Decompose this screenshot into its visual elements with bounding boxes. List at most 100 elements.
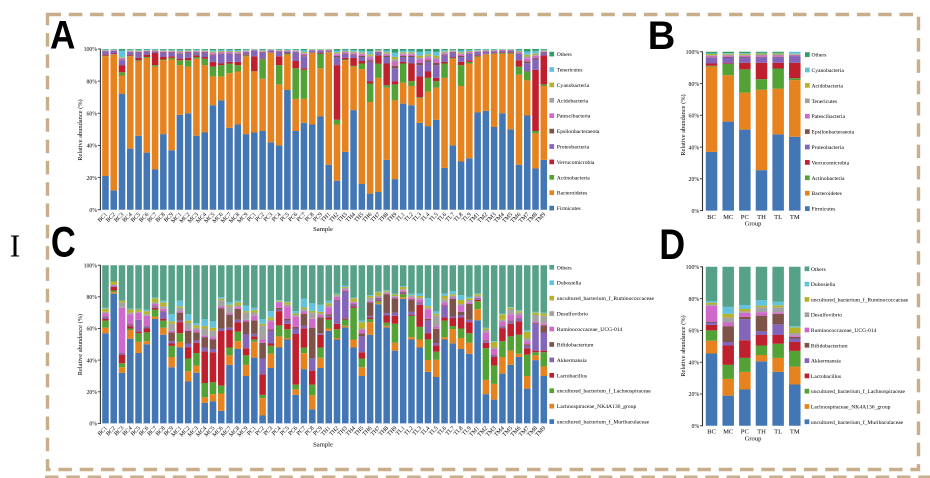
svg-text:TL8: TL8: [453, 212, 464, 223]
svg-text:TL7: TL7: [445, 426, 456, 437]
svg-text:PC5: PC5: [279, 426, 290, 437]
svg-text:BC8: BC8: [155, 426, 167, 438]
svg-text:Actinobacteria: Actinobacteria: [812, 176, 845, 182]
svg-text:Acidobacteria: Acidobacteria: [812, 83, 844, 89]
svg-text:TH9: TH9: [386, 426, 398, 438]
svg-text:TL6: TL6: [437, 426, 448, 437]
svg-text:TH7: TH7: [370, 212, 382, 224]
svg-text:BC6: BC6: [138, 212, 150, 224]
svg-text:PC5: PC5: [279, 212, 290, 223]
svg-text:60%: 60%: [689, 114, 700, 120]
svg-text:20%: 20%: [689, 392, 700, 398]
svg-text:Tenericutes: Tenericutes: [557, 68, 583, 74]
svg-text:BC6: BC6: [138, 426, 150, 438]
svg-text:PC7: PC7: [296, 212, 307, 223]
svg-text:Tenericutes: Tenericutes: [812, 99, 838, 105]
svg-text:TL5: TL5: [428, 212, 439, 223]
svg-text:PC9: PC9: [312, 426, 323, 437]
svg-text:Acidobacteria: Acidobacteria: [557, 98, 589, 104]
svg-text:Firmicutes: Firmicutes: [812, 207, 836, 213]
svg-text:Akkermansia: Akkermansia: [811, 359, 841, 365]
svg-text:TL9: TL9: [461, 426, 472, 437]
svg-text:Patescibacteria: Patescibacteria: [812, 114, 846, 120]
svg-text:TL1: TL1: [395, 426, 406, 437]
svg-text:Dubosiella: Dubosiella: [811, 282, 836, 288]
svg-text:BC: BC: [707, 429, 716, 436]
svg-text:A: A: [50, 13, 75, 57]
svg-text:BC2: BC2: [105, 426, 117, 438]
svg-text:TL9: TL9: [461, 212, 472, 223]
svg-text:TH2: TH2: [329, 212, 341, 224]
svg-text:BC1: BC1: [97, 426, 109, 438]
svg-text:Bifidobacterium: Bifidobacterium: [557, 341, 594, 348]
svg-text:Others: Others: [557, 52, 572, 58]
svg-text:Dubosiella: Dubosiella: [557, 281, 582, 287]
svg-text:PC: PC: [741, 429, 750, 436]
svg-text:TM: TM: [790, 429, 800, 436]
svg-text:TL6: TL6: [437, 212, 448, 223]
svg-text:TH9: TH9: [386, 212, 398, 224]
svg-text:BC7: BC7: [147, 426, 159, 438]
svg-text:Verrucomicrobia: Verrucomicrobia: [812, 160, 850, 166]
svg-text:Epsilonbacteraeota: Epsilonbacteraeota: [812, 130, 855, 136]
svg-text:PC7: PC7: [296, 426, 307, 437]
svg-text:PC: PC: [741, 214, 750, 221]
svg-text:TL3: TL3: [412, 212, 423, 223]
svg-text:Verrucomicrobia: Verrucomicrobia: [557, 160, 595, 166]
svg-text:40%: 40%: [86, 358, 97, 364]
svg-text:Ruminococcaceae_UCG-014: Ruminococcaceae_UCG-014: [557, 327, 623, 333]
svg-text:I: I: [10, 229, 21, 264]
svg-text:BC5: BC5: [130, 426, 142, 438]
svg-text:20%: 20%: [689, 177, 700, 183]
svg-text:80%: 80%: [86, 295, 97, 301]
svg-text:BC8: BC8: [155, 212, 167, 224]
svg-text:Lactobacillus: Lactobacillus: [557, 373, 587, 379]
svg-text:Cyanobacteria: Cyanobacteria: [557, 83, 590, 89]
svg-text:Desulfovibrio: Desulfovibrio: [557, 311, 588, 318]
svg-text:TL1: TL1: [395, 212, 406, 223]
svg-text:TH7: TH7: [370, 426, 382, 438]
svg-text:TL4: TL4: [420, 212, 431, 223]
svg-text:TH1: TH1: [320, 212, 332, 224]
svg-text:Bacteroidetes: Bacteroidetes: [812, 191, 842, 197]
svg-text:20%: 20%: [86, 176, 97, 182]
svg-text:TH1: TH1: [320, 426, 332, 438]
svg-text:100%: 100%: [84, 263, 98, 269]
svg-text:60%: 60%: [86, 327, 97, 333]
svg-text:BC: BC: [707, 214, 716, 221]
svg-text:Others: Others: [557, 265, 572, 271]
svg-text:PC9: PC9: [312, 212, 323, 223]
svg-text:Desulfovibrio: Desulfovibrio: [811, 312, 842, 319]
svg-text:100%: 100%: [84, 47, 98, 53]
svg-text:PC2: PC2: [255, 212, 266, 223]
svg-text:PC6: PC6: [288, 426, 299, 437]
svg-text:TM: TM: [790, 214, 800, 221]
svg-text:Relative abundance (%): Relative abundance (%): [680, 94, 687, 155]
svg-text:Actinobacteria: Actinobacteria: [557, 175, 590, 181]
svg-text:BC7: BC7: [147, 212, 159, 224]
svg-text:TL2: TL2: [403, 426, 414, 437]
svg-text:Relative abundance (%): Relative abundance (%): [77, 314, 84, 375]
svg-text:MC: MC: [723, 214, 734, 221]
svg-text:Patescibacteria: Patescibacteria: [557, 114, 591, 120]
svg-text:BC4: BC4: [122, 212, 134, 224]
svg-text:TL7: TL7: [445, 212, 456, 223]
svg-text:BC1: BC1: [97, 212, 109, 224]
svg-text:BC9: BC9: [163, 212, 175, 224]
svg-text:BC2: BC2: [105, 212, 117, 224]
svg-text:Proteobacteria: Proteobacteria: [557, 145, 590, 151]
svg-text:PC1: PC1: [246, 426, 257, 437]
svg-text:MC: MC: [723, 429, 734, 436]
svg-text:0%: 0%: [691, 424, 699, 430]
svg-text:0%: 0%: [691, 209, 699, 215]
svg-text:Proteobacteria: Proteobacteria: [812, 145, 845, 151]
svg-text:TH4: TH4: [345, 212, 357, 224]
svg-text:TH: TH: [757, 429, 766, 436]
svg-text:Sample: Sample: [313, 441, 333, 448]
svg-text:PC4: PC4: [271, 426, 282, 437]
svg-text:Others: Others: [812, 53, 827, 59]
svg-text:BC3: BC3: [114, 426, 126, 438]
svg-text:Epsilonbacteraeota: Epsilonbacteraeota: [557, 129, 600, 135]
svg-text:BC5: BC5: [130, 212, 142, 224]
svg-text:uncultured_bacterium_f_Muribac: uncultured_bacterium_f_Muribaculaceae: [811, 419, 904, 426]
